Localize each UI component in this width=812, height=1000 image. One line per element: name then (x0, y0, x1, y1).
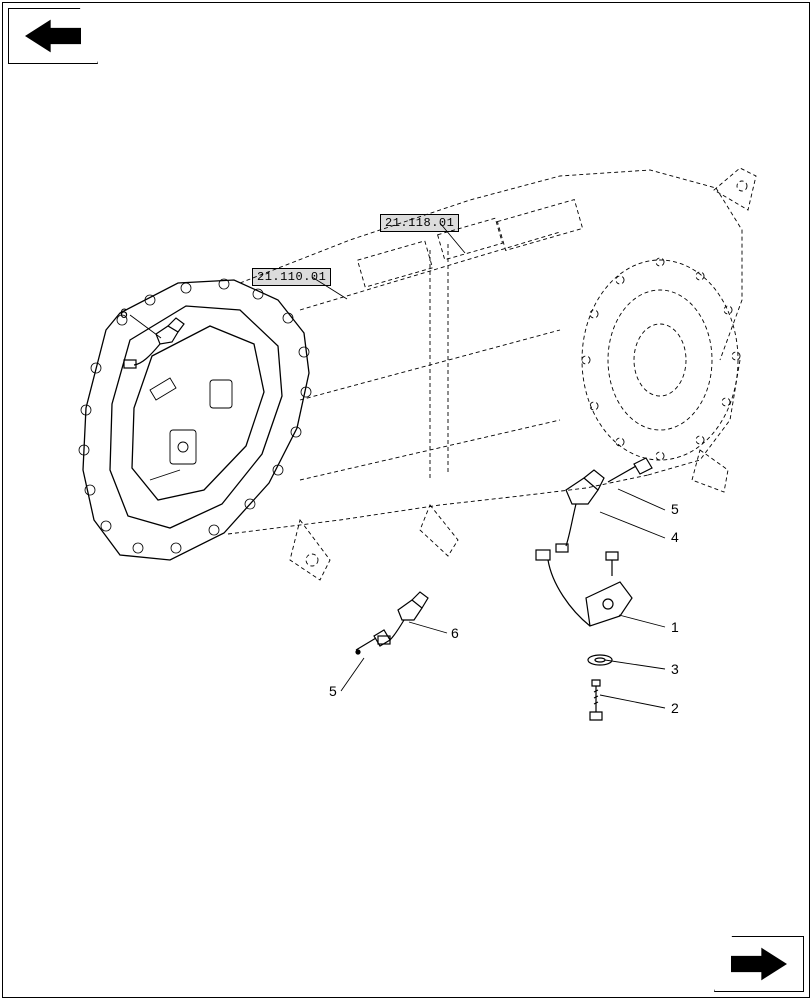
transmission-housing-illustration (0, 0, 812, 1000)
